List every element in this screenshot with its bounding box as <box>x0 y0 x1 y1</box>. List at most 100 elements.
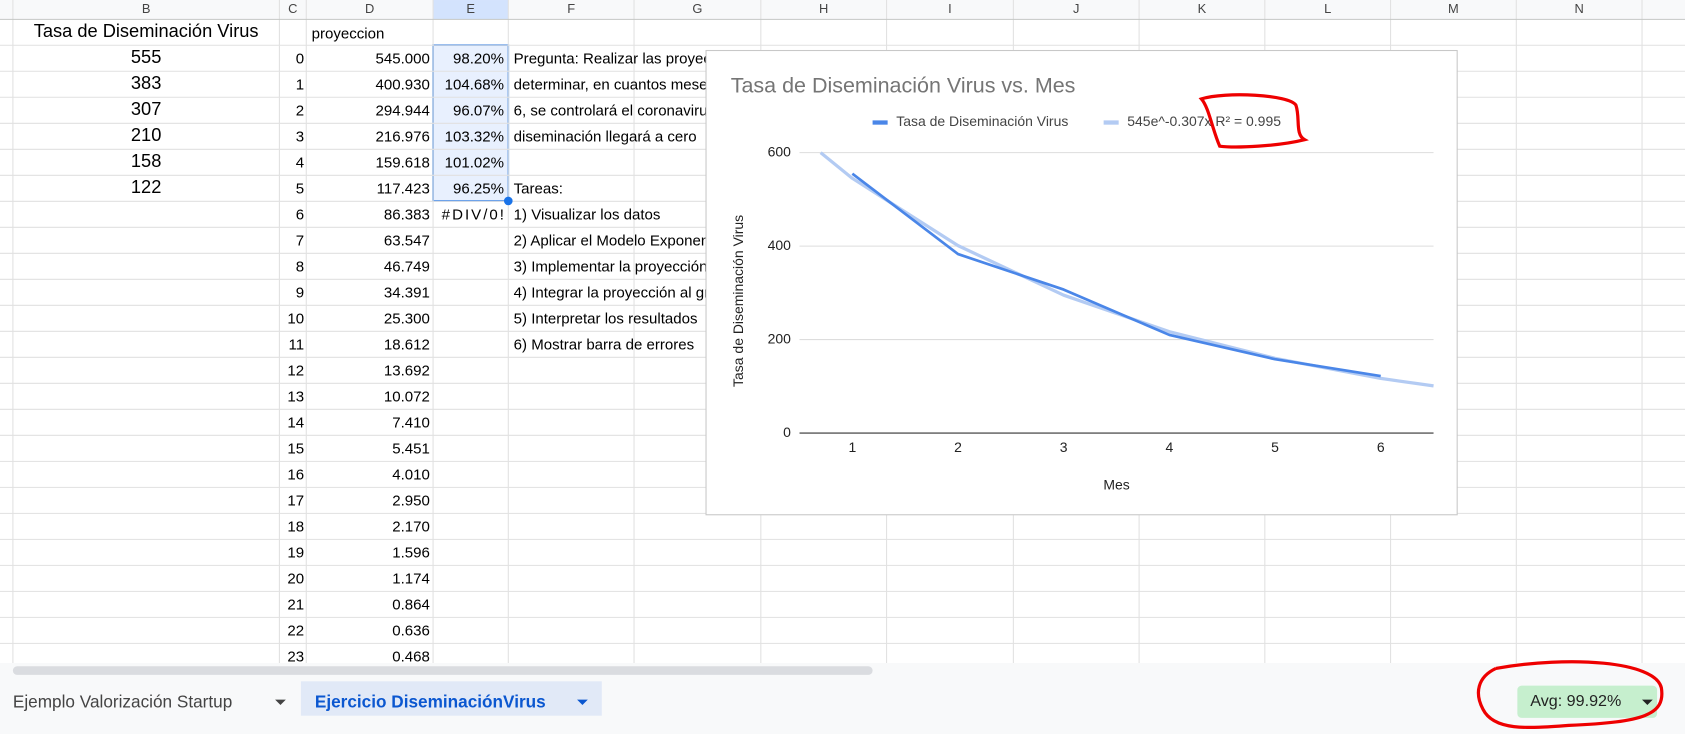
cell: 0.864 <box>392 596 430 613</box>
tab-menu-icon[interactable] <box>577 699 588 705</box>
cell: 0.468 <box>392 648 430 665</box>
status-box[interactable] <box>1517 685 1658 718</box>
cell: 5) Interpretar los resultados <box>514 310 698 327</box>
cell: 2) Aplicar el Modelo Exponencial <box>514 232 732 249</box>
cell: 15 <box>287 440 304 457</box>
status-average: Avg: 99.92% <box>1530 692 1621 710</box>
cell: 158 <box>131 150 161 171</box>
cell: 7 <box>296 232 304 249</box>
column-header: L <box>1324 1 1331 16</box>
column-header: E <box>466 1 475 16</box>
cell: 16 <box>287 466 304 483</box>
cell: 103.32% <box>445 128 504 145</box>
chart-title: Tasa de Diseminación Virus vs. Mes <box>731 74 1076 98</box>
fill-handle[interactable] <box>503 196 513 206</box>
cell: 86.383 <box>384 206 430 223</box>
chart[interactable]: Mes Tasa de Diseminación Virus Tasa de D… <box>705 49 1458 516</box>
cell: 23 <box>287 648 304 665</box>
column-header: I <box>948 1 952 16</box>
sheet-tab[interactable]: Ejemplo Valorización Startup <box>13 691 232 711</box>
cell: 12 <box>287 362 304 379</box>
x-tick-label: 1 <box>848 439 856 455</box>
column-header: F <box>567 1 575 16</box>
cell: 10 <box>287 310 304 327</box>
cell: 13 <box>287 388 304 405</box>
cell: 2.170 <box>392 518 430 535</box>
scrollbar[interactable] <box>12 666 873 675</box>
column-header: H <box>819 1 828 16</box>
column-header: N <box>1574 1 1583 16</box>
cell: 98.20% <box>453 50 504 67</box>
status-menu-icon[interactable] <box>1642 699 1653 705</box>
cell: 3) Implementar la proyección <box>514 258 708 275</box>
column-header: J <box>1073 1 1079 16</box>
x-axis-label: Mes <box>1103 476 1129 492</box>
cell: 122 <box>131 176 161 197</box>
selected-column-header <box>433 0 509 20</box>
cell: 6, se controlará el coronavirus <box>514 102 715 119</box>
x-tick-label: 6 <box>1377 439 1385 455</box>
cell: 7.410 <box>392 414 430 431</box>
cell: 2.950 <box>392 492 430 509</box>
cell: 101.02% <box>445 154 504 171</box>
cell: 1.596 <box>392 544 430 561</box>
cell: 5.451 <box>392 440 430 457</box>
cell: 545.000 <box>376 50 430 67</box>
cell: diseminación llegará a cero <box>514 128 697 145</box>
cell: proyeccion <box>312 25 385 42</box>
cell: 17 <box>287 492 304 509</box>
column-header: K <box>1198 1 1207 16</box>
cell: 25.300 <box>384 310 430 327</box>
cell: 4.010 <box>392 466 430 483</box>
cell: Tareas: <box>514 180 563 197</box>
cell: Pregunta: Realizar las proyecciones <box>514 50 755 67</box>
cell: 104.68% <box>445 76 504 93</box>
column-header: G <box>692 1 702 16</box>
legend-label: Tasa de Diseminación Virus <box>896 113 1068 129</box>
sheet-tab-active[interactable]: Ejercicio DiseminaciónVirus <box>315 691 546 711</box>
y-tick-label: 0 <box>783 424 791 440</box>
cell: 20 <box>287 570 304 587</box>
cell: 9 <box>296 284 304 301</box>
series-line <box>851 172 1381 378</box>
cell: 34.391 <box>384 284 430 301</box>
cell: 4) Integrar la proyección al gráfico <box>514 284 741 301</box>
legend-label: 545e^-0.307x R² = 0.995 <box>1127 113 1281 129</box>
cell: 0.636 <box>392 622 430 639</box>
x-tick-label: 4 <box>1165 439 1173 455</box>
column-header-bar <box>0 0 1685 20</box>
y-tick-label: 200 <box>768 330 792 346</box>
chart-frame <box>705 49 1458 516</box>
cell: 3 <box>296 128 304 145</box>
cell: 1.174 <box>392 570 430 587</box>
cell: 400.930 <box>376 76 430 93</box>
cell: 8 <box>296 258 304 275</box>
annotation-circle <box>1198 93 1309 149</box>
cell: 13.692 <box>384 362 430 379</box>
tab-menu-icon[interactable] <box>275 699 286 705</box>
y-axis-label: Tasa de Diseminación Virus <box>730 215 746 387</box>
cell: 216.976 <box>376 128 430 145</box>
cell: 117.423 <box>377 180 430 197</box>
cell: 96.07% <box>453 102 504 119</box>
cell: 2 <box>296 102 304 119</box>
x-tick-label: 3 <box>1060 439 1068 455</box>
cell: 18 <box>287 518 304 535</box>
cell: 6 <box>296 206 304 223</box>
cell: 6) Mostrar barra de errores <box>514 336 694 353</box>
column-header: B <box>142 1 151 16</box>
cell: 159.618 <box>376 154 430 171</box>
cell: 11 <box>289 336 305 353</box>
cell: 19 <box>287 544 304 561</box>
x-tick-label: 5 <box>1271 439 1279 455</box>
cell: 96.25% <box>453 180 504 197</box>
y-tick-label: 400 <box>768 237 792 253</box>
cell: 294.944 <box>376 102 430 119</box>
cell: 383 <box>131 72 161 93</box>
cell: determinar, en cuantos meses <box>514 76 715 93</box>
cell: 10.072 <box>384 388 430 405</box>
cell: 1) Visualizar los datos <box>514 206 661 223</box>
active-tab-bg <box>300 681 602 716</box>
cell: 0 <box>296 50 304 67</box>
